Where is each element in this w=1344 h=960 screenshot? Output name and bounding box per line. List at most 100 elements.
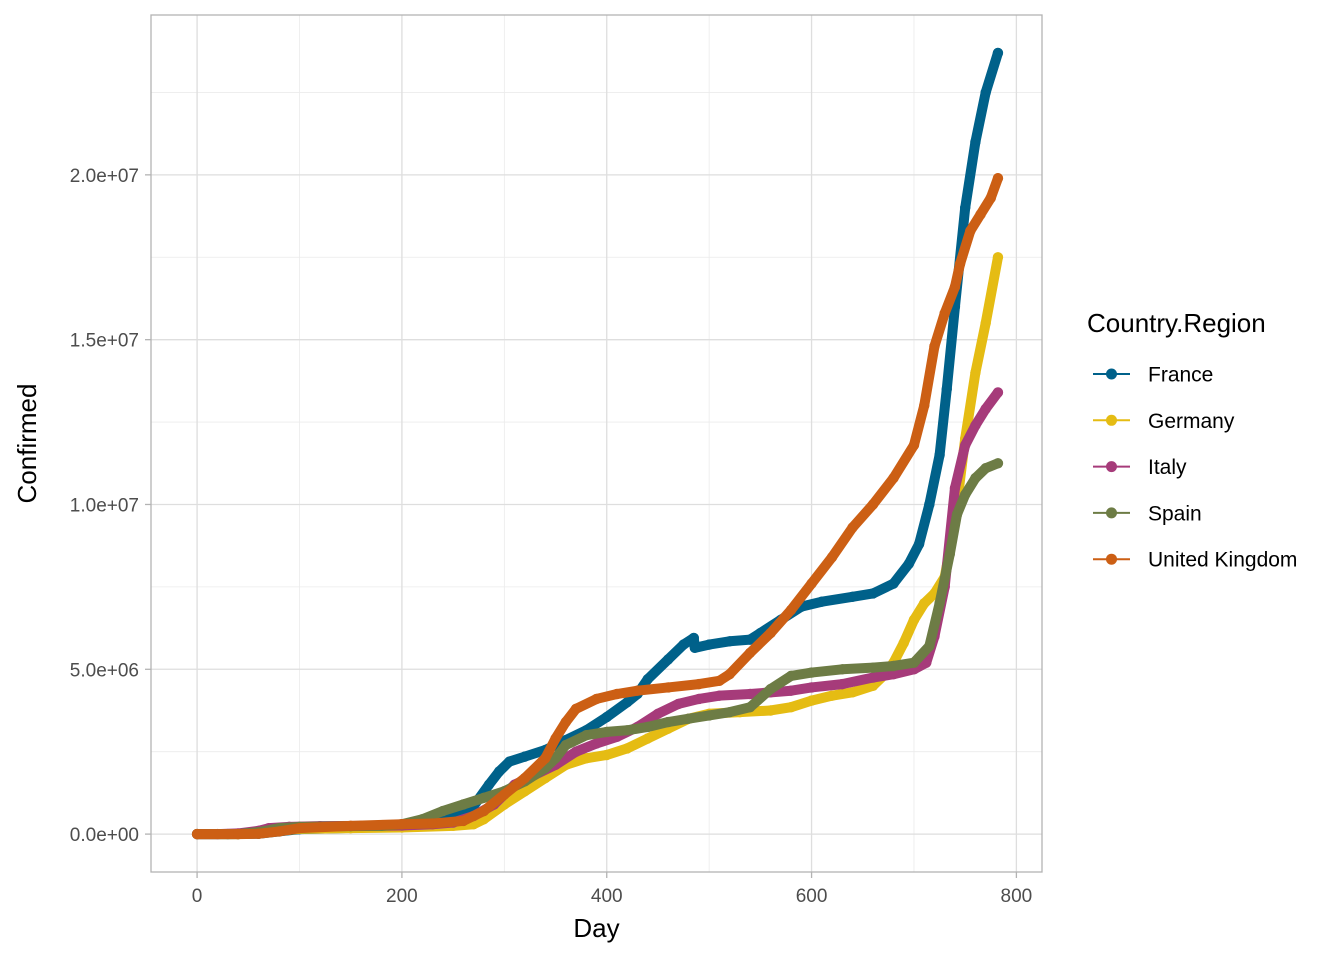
data-point xyxy=(949,281,961,293)
data-point xyxy=(714,690,725,701)
panel-border xyxy=(150,14,1043,873)
y-tick-label: 2.0e+07 xyxy=(70,166,139,187)
data-point xyxy=(837,678,848,690)
data-point xyxy=(560,739,571,751)
data-point xyxy=(191,828,203,840)
data-point xyxy=(806,682,817,693)
data-point xyxy=(519,751,531,762)
data-point xyxy=(652,708,664,719)
y-tick-label: 1.5e+07 xyxy=(70,331,139,352)
legend-item: Spain xyxy=(1093,502,1202,525)
data-point xyxy=(992,387,1004,398)
data-point xyxy=(689,642,701,654)
data-point xyxy=(683,713,694,724)
data-point xyxy=(806,667,817,678)
legend-label: United Kingdom xyxy=(1148,549,1297,572)
legend-key-point xyxy=(1106,414,1117,426)
data-point xyxy=(724,669,735,680)
data-point xyxy=(724,636,735,647)
data-point xyxy=(919,400,930,411)
data-point xyxy=(903,558,915,570)
data-point xyxy=(826,552,838,563)
data-point xyxy=(934,449,945,461)
data-point xyxy=(437,805,449,817)
data-point xyxy=(919,598,930,609)
y-tick-label: 5.0e+06 xyxy=(70,660,139,681)
data-point xyxy=(970,367,981,378)
data-point xyxy=(949,482,961,494)
data-point xyxy=(483,779,495,790)
data-point xyxy=(744,647,756,659)
data-point xyxy=(744,701,756,713)
y-axis-title: Confirmed xyxy=(12,384,42,504)
data-point xyxy=(273,826,285,837)
legend-item: France xyxy=(1093,364,1213,387)
data-point xyxy=(970,420,981,431)
data-point xyxy=(632,685,643,696)
data-point xyxy=(908,439,920,451)
data-point xyxy=(458,815,469,827)
data-point xyxy=(570,746,582,757)
data-point xyxy=(847,591,858,602)
data-point xyxy=(642,733,653,744)
data-point xyxy=(924,641,935,652)
data-point xyxy=(601,749,612,761)
data-point xyxy=(806,695,817,706)
data-point xyxy=(867,499,879,510)
data-point xyxy=(693,678,705,690)
data-point xyxy=(941,383,952,395)
data-point xyxy=(622,743,633,754)
data-point xyxy=(785,685,797,696)
data-point xyxy=(611,688,623,700)
data-point xyxy=(965,225,976,237)
data-point xyxy=(924,499,935,510)
data-point xyxy=(951,509,963,520)
data-point xyxy=(345,820,356,832)
data-point xyxy=(519,772,531,784)
data-point xyxy=(992,172,1004,184)
legend-item: United Kingdom xyxy=(1093,549,1297,572)
data-point xyxy=(499,789,510,800)
legend-key-point xyxy=(1106,461,1117,473)
data-point xyxy=(673,698,684,710)
data-point xyxy=(975,209,986,220)
data-point xyxy=(888,472,899,484)
data-point xyxy=(581,753,592,764)
x-tick-label: 600 xyxy=(796,886,828,907)
data-point xyxy=(581,730,592,741)
data-point xyxy=(867,672,879,683)
data-point xyxy=(601,726,612,738)
data-point xyxy=(744,634,756,645)
data-point xyxy=(570,703,582,715)
data-point xyxy=(970,136,981,148)
data-point xyxy=(396,819,408,830)
data-point xyxy=(688,632,699,644)
data-point xyxy=(970,472,981,484)
data-point xyxy=(591,693,602,705)
data-point xyxy=(494,766,505,777)
data-point xyxy=(765,683,776,695)
data-point xyxy=(478,792,490,804)
legend-label: Spain xyxy=(1148,502,1202,525)
data-point xyxy=(959,439,971,451)
data-point xyxy=(703,639,715,650)
data-point xyxy=(921,657,932,668)
data-point xyxy=(826,690,838,701)
data-point xyxy=(959,202,971,214)
data-point xyxy=(662,716,674,728)
x-tick-label: 200 xyxy=(386,886,418,907)
data-point xyxy=(888,578,899,589)
data-point xyxy=(253,828,264,839)
data-point xyxy=(560,716,571,728)
y-tick-label: 0.0e+00 xyxy=(70,825,139,846)
data-point xyxy=(929,341,940,352)
data-point xyxy=(765,627,776,639)
data-point xyxy=(504,756,515,767)
data-point xyxy=(724,706,735,718)
data-point xyxy=(992,458,1004,469)
x-tick-label: 800 xyxy=(1001,886,1033,907)
data-point xyxy=(642,721,653,733)
data-point xyxy=(944,548,956,560)
